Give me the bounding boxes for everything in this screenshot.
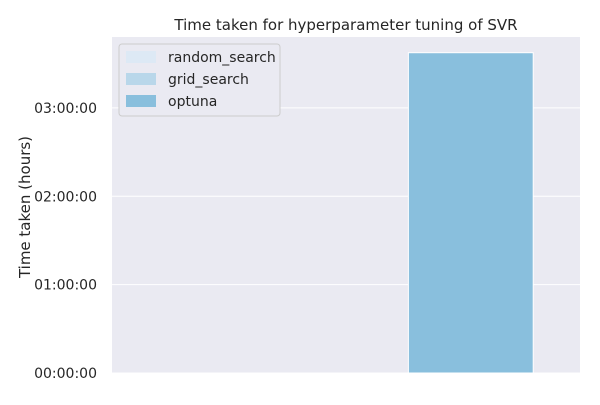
y-tick-label: 01:00:00 xyxy=(34,278,97,294)
legend-label: random_search xyxy=(168,50,276,66)
chart-title: Time taken for hyperparameter tuning of … xyxy=(173,16,517,34)
legend-swatch-optuna xyxy=(126,95,156,107)
bar-optuna xyxy=(407,52,534,374)
bars xyxy=(407,52,534,374)
legend-label: optuna xyxy=(168,94,217,110)
y-tick-label: 00:00:00 xyxy=(34,366,97,382)
legend-swatch-random-search xyxy=(126,51,156,63)
legend-frame xyxy=(118,43,281,117)
y-tick-label: 02:00:00 xyxy=(34,189,97,205)
y-tick-labels: 00:00:00 01:00:00 02:00:00 03:00:00 xyxy=(34,101,97,382)
y-tick-label: 03:00:00 xyxy=(34,101,97,117)
legend-label: grid_search xyxy=(168,72,249,88)
legend-swatch-grid-search xyxy=(126,73,156,85)
y-axis-label: Time taken (hours) xyxy=(16,136,34,279)
